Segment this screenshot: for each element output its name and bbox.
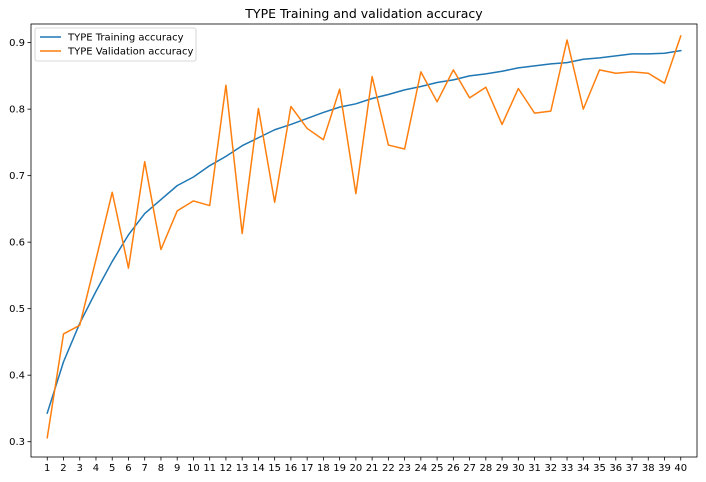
x-tick-label: 28 — [479, 463, 492, 474]
x-tick-label: 26 — [447, 463, 460, 474]
y-tick-label: 0.8 — [9, 105, 25, 116]
x-tick-label: 37 — [626, 463, 639, 474]
x-tick-label: 16 — [285, 463, 298, 474]
x-tick-label: 34 — [577, 463, 590, 474]
x-tick-label: 10 — [187, 463, 200, 474]
x-axis: 1 2 3 4 5 6 7 8 9 10 11 12 13 14 15 16 17 18 19 20 21 22 23 24 2… — [44, 457, 687, 474]
y-tick-label: 0.5 — [9, 304, 25, 315]
x-tick-label: 29 — [496, 463, 509, 474]
x-tick-label: 35 — [593, 463, 606, 474]
x-tick-label: 3 — [77, 463, 83, 474]
x-tick-label: 8 — [158, 463, 164, 474]
y-tick-label: 0.6 — [9, 238, 25, 249]
x-tick-label: 30 — [512, 463, 525, 474]
x-tick-label: 33 — [561, 463, 574, 474]
x-tick-label: 38 — [642, 463, 655, 474]
x-tick-label: 21 — [366, 463, 379, 474]
x-tick-label: 14 — [252, 463, 265, 474]
x-tick-label: 23 — [398, 463, 411, 474]
legend-label-validation: TYPE Validation accuracy — [67, 47, 194, 58]
x-tick-label: 31 — [528, 463, 541, 474]
x-tick-label: 5 — [109, 463, 115, 474]
x-tick-label: 4 — [93, 463, 99, 474]
x-tick-label: 1 — [44, 463, 50, 474]
x-tick-label: 13 — [236, 463, 249, 474]
x-tick-label: 19 — [333, 463, 346, 474]
y-tick-label: 0.4 — [9, 371, 25, 382]
x-tick-label: 11 — [203, 463, 216, 474]
validation-accuracy-line — [46, 35, 682, 439]
legend-label-training: TYPE Training accuracy — [67, 33, 184, 44]
x-tick-label: 36 — [609, 463, 622, 474]
x-tick-label: 15 — [268, 463, 281, 474]
x-tick-label: 9 — [174, 463, 180, 474]
y-tick-label: 0.3 — [9, 437, 25, 448]
x-tick-label: 32 — [544, 463, 557, 474]
x-tick-label: 12 — [220, 463, 233, 474]
y-tick-label: 0.9 — [9, 38, 25, 49]
legend-box — [34, 27, 197, 62]
x-tick-label: 7 — [142, 463, 148, 474]
chart-title: TYPE Training and validation accuracy — [244, 6, 483, 21]
x-tick-label: 6 — [125, 463, 131, 474]
x-tick-label: 17 — [301, 463, 314, 474]
x-tick-label: 25 — [431, 463, 444, 474]
x-tick-label: 18 — [317, 463, 330, 474]
x-tick-label: 39 — [658, 463, 671, 474]
x-tick-label: 40 — [674, 463, 687, 474]
x-tick-label: 2 — [60, 463, 66, 474]
x-tick-label: 22 — [382, 463, 395, 474]
x-tick-label: 27 — [463, 463, 476, 474]
y-tick-label: 0.7 — [9, 171, 25, 182]
plot-frame — [30, 23, 698, 458]
y-axis: 0.3 0.4 0.5 0.6 0.7 0.8 0.9 — [9, 38, 31, 448]
x-tick-label: 24 — [414, 463, 427, 474]
plot-series — [46, 35, 682, 439]
legend: TYPE Training accuracy TYPE Validation a… — [34, 27, 197, 62]
x-tick-label: 20 — [350, 463, 363, 474]
